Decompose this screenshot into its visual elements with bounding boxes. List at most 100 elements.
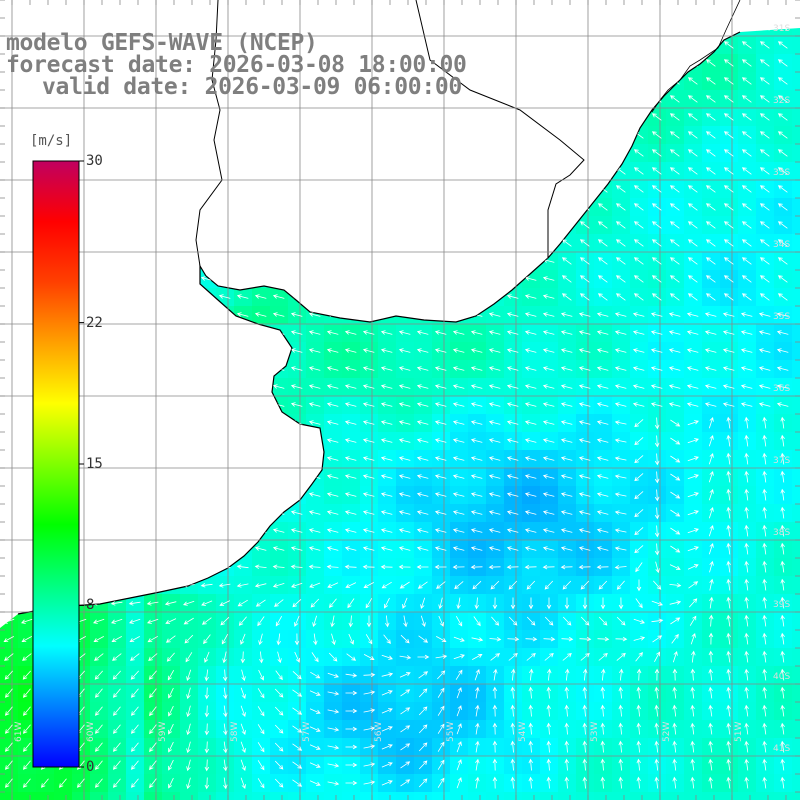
wind-arrow <box>218 330 231 335</box>
wind-arrow <box>578 528 591 533</box>
wind-arrow <box>398 456 411 461</box>
wind-arrow <box>149 778 157 789</box>
wind-arrow <box>362 312 375 317</box>
wind-arrow <box>690 704 695 717</box>
wind-arrow <box>759 257 770 265</box>
wind-arrow <box>362 114 375 119</box>
wind-arrow <box>452 294 465 299</box>
wind-arrow <box>380 150 393 155</box>
wind-arrow <box>741 239 752 247</box>
wind-arrow <box>672 668 678 681</box>
wind-arrow <box>452 330 465 335</box>
wind-arrow <box>381 581 392 589</box>
wind-arrow <box>274 706 284 716</box>
wind-arrow <box>380 384 393 389</box>
wind-arrow <box>488 60 501 65</box>
wind-arrow <box>488 258 501 263</box>
wind-arrow <box>672 758 677 771</box>
wind-arrow <box>2 601 15 606</box>
wind-arrow <box>434 510 447 515</box>
wind-arrow <box>146 564 159 569</box>
wind-arrow <box>308 204 321 209</box>
wind-arrow <box>20 222 33 227</box>
wind-arrow <box>488 28 501 29</box>
wind-arrow <box>633 113 644 121</box>
wind-arrow <box>218 240 231 245</box>
wind-arrow <box>759 95 770 103</box>
wind-arrow <box>652 635 663 643</box>
wind-arrow <box>488 474 501 479</box>
wind-arrow <box>470 438 483 443</box>
wind-arrow <box>200 456 213 461</box>
wind-arrow <box>723 239 734 247</box>
wind-arrow <box>708 435 714 447</box>
wind-arrow <box>434 420 447 425</box>
wind-arrow <box>274 599 284 607</box>
wind-arrow <box>689 615 697 626</box>
wind-arrow <box>164 132 177 137</box>
wind-arrow <box>2 330 15 335</box>
wind-arrow <box>490 580 500 590</box>
wind-arrow <box>524 96 537 101</box>
wind-arrow <box>327 781 340 786</box>
wind-arrow <box>416 132 429 137</box>
wind-arrow <box>182 438 195 443</box>
wind-arrow <box>651 257 662 265</box>
wind-arrow <box>564 722 570 735</box>
wind-arrow <box>272 294 285 299</box>
wind-arrow <box>470 474 483 479</box>
wind-arrow <box>147 618 159 624</box>
wind-arrow <box>708 507 714 519</box>
wind-arrow <box>200 186 213 191</box>
wind-arrow <box>560 510 573 515</box>
wind-arrow <box>254 330 267 335</box>
wind-arrow <box>744 758 749 771</box>
wind-arrow <box>20 510 33 515</box>
wind-arrow <box>2 456 15 461</box>
wind-arrow <box>182 294 195 299</box>
wind-arrow <box>452 204 465 209</box>
wind-arrow <box>326 294 339 299</box>
wind-arrow <box>218 204 231 209</box>
wind-arrow <box>526 652 536 661</box>
wind-arrow <box>528 704 534 717</box>
wind-arrow <box>292 725 303 733</box>
wind-arrow <box>687 167 698 175</box>
wind-arrow <box>110 438 123 443</box>
wind-arrow <box>309 762 321 768</box>
wind-arrow <box>272 438 285 443</box>
wind-arrow <box>200 28 213 29</box>
wind-arrow <box>578 546 591 551</box>
wind-arrow <box>326 276 339 281</box>
wind-arrow <box>579 293 590 301</box>
wind-arrow <box>110 222 123 227</box>
wind-arrow <box>506 384 519 389</box>
wind-arrow <box>452 258 465 263</box>
wind-arrow <box>777 239 788 247</box>
wind-arrow <box>240 777 246 789</box>
wind-arrow <box>200 510 213 515</box>
wind-arrow <box>542 276 555 281</box>
wind-arrow <box>164 474 177 479</box>
wind-arrow <box>182 510 195 515</box>
wind-arrow <box>488 438 501 443</box>
wind-arrow <box>164 510 177 515</box>
wind-arrow <box>21 618 33 624</box>
wind-arrow <box>438 615 444 627</box>
wind-arrow <box>236 186 249 191</box>
wind-arrow <box>2 402 15 407</box>
wind-arrow <box>128 384 141 389</box>
wind-arrow <box>452 276 465 281</box>
wind-arrow <box>164 258 177 263</box>
wind-arrow <box>564 597 570 610</box>
wind-arrow <box>146 204 159 209</box>
wind-arrow <box>362 564 375 570</box>
wind-arrow <box>596 456 609 461</box>
wind-arrow <box>582 668 588 681</box>
wind-arrow <box>292 599 302 608</box>
wind-arrow <box>308 564 321 570</box>
wind-arrow <box>94 7 105 11</box>
wind-arrow <box>704 312 717 317</box>
wind-arrow <box>740 366 753 371</box>
